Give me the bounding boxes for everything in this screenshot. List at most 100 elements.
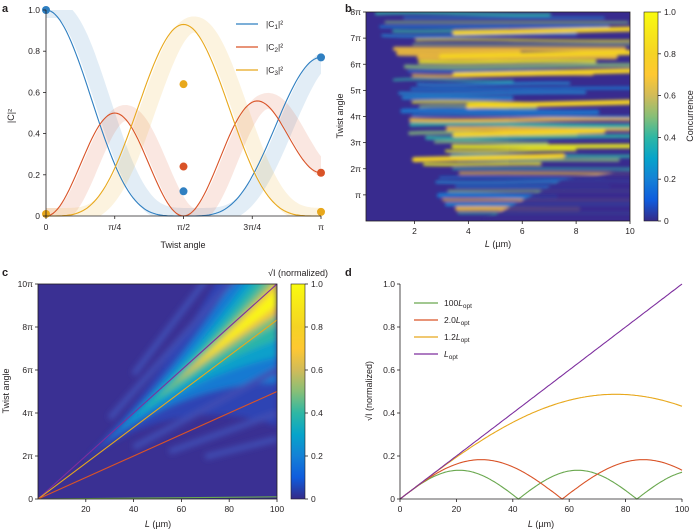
a-marker-c2 xyxy=(317,168,325,177)
d-ytick-label: 0 xyxy=(390,494,395,504)
a-marker-c3 xyxy=(317,207,325,216)
d-ytick-label: 0.4 xyxy=(383,408,395,418)
b-heatmap-bright-band xyxy=(452,68,630,78)
a-marker-c1 xyxy=(179,187,188,196)
b-heatmap-streak xyxy=(398,90,587,96)
d-ytick-label: 0.6 xyxy=(383,365,395,375)
c-colorbar-tick-label: 0.6 xyxy=(311,365,323,375)
b-heatmap-streak xyxy=(411,113,630,118)
d-legend-label-Lopt: Lopt xyxy=(444,349,458,361)
c-frame xyxy=(37,283,278,500)
b-xtick-label: 10 xyxy=(625,226,635,236)
a-xtick-label: 0 xyxy=(44,222,49,232)
a-xtick-label: π/2 xyxy=(177,222,190,232)
b-colorbar-tick-label: 0.8 xyxy=(664,49,676,59)
a-xtick-label: 3π/4 xyxy=(243,222,261,232)
b-heatmap-streak xyxy=(416,81,571,87)
b-heatmap-bright-band xyxy=(452,128,606,138)
b-heatmap-bright-band xyxy=(411,153,566,163)
b-heatmap-streak xyxy=(444,148,577,153)
b-heatmap-streak xyxy=(374,12,551,17)
c-heatmap-ripple xyxy=(204,435,277,460)
b-heatmap-streak xyxy=(410,86,630,91)
a-band-1 xyxy=(46,10,321,216)
d-xtick-label: 20 xyxy=(452,504,462,514)
b-ytick-label: 7π xyxy=(350,33,361,43)
b-heatmap-dark-region xyxy=(481,170,630,221)
b-ytick-label: 4π xyxy=(350,112,361,122)
a-marker-c2 xyxy=(179,162,188,171)
c-xtick-label: 20 xyxy=(81,504,91,514)
chart-b: 2 4 6 8 10 π 2π 3π 4π 5π 6π 7π 8π L (µm) Twist angle… xyxy=(335,7,695,249)
c-ylabel: Twist angle xyxy=(1,368,11,413)
c-heatmap-ripple xyxy=(131,284,207,377)
a-ytick-label: 0.2 xyxy=(28,170,40,180)
b-xtick-label: 4 xyxy=(466,226,471,236)
a-xtick-label: π xyxy=(318,222,324,232)
c-xtick-label: 40 xyxy=(129,504,139,514)
c-heatmap-ripple xyxy=(107,284,234,421)
b-heatmap-streak xyxy=(425,134,630,141)
b-xtick-label: 8 xyxy=(574,226,579,236)
c-overlay-line-1.2Lopt xyxy=(38,319,277,499)
a-ylabel: |C|² xyxy=(6,109,16,123)
c-overlay-line-2.0Lopt xyxy=(38,390,277,499)
b-colorbar-tick-label: 0 xyxy=(664,216,669,226)
b-ylabel: Twist angle xyxy=(335,93,345,138)
d-legend-label-1.2Lopt: 1.2Lopt xyxy=(444,332,470,344)
c-colorbar-tick-label: 0.4 xyxy=(311,408,323,418)
a-ytick-label: 0 xyxy=(35,211,40,221)
a-band-3 xyxy=(46,16,321,216)
c-colorbar-label: √I (normalized) xyxy=(268,268,328,278)
panel-label-d: d xyxy=(345,267,352,279)
c-ytick-label: 0 xyxy=(28,494,33,504)
d-line-2.0Lopt xyxy=(399,459,683,500)
c-ytick-label: 2π xyxy=(22,451,33,461)
c-colorbar-tick-label: 0.8 xyxy=(311,322,323,332)
d-ylabel: √I (normalized) xyxy=(364,361,374,421)
b-colorbar-tick-label: 0.2 xyxy=(664,174,676,184)
c-ytick-label: 6π xyxy=(22,365,33,375)
b-heatmap-streak xyxy=(434,140,549,145)
b-heatmap-bright-band xyxy=(438,49,630,59)
c-ytick-label: 4π xyxy=(22,408,33,418)
c-colorbar-tick-label: 0.2 xyxy=(311,451,323,461)
b-ytick-label: 5π xyxy=(350,85,361,95)
a-xtick-label: π/4 xyxy=(108,222,121,232)
chart-d: 0 20 40 60 80 100 0 0.2 0.4 0.6 0.8 1.0 L (µm) √I (… xyxy=(364,279,689,529)
b-heatmap-bright-band xyxy=(452,26,630,36)
c-overlay-line-Lopt xyxy=(38,284,277,499)
panel-label-c: c xyxy=(2,267,8,279)
b-ytick-label: 6π xyxy=(350,59,361,69)
d-xtick-label: 60 xyxy=(564,504,574,514)
d-xtick-label: 40 xyxy=(508,504,518,514)
d-xtick-label: 100 xyxy=(675,504,689,514)
a-marker-c3 xyxy=(179,80,188,89)
chart-a: 0 π/4 π/2 3π/4 π 0 0.2 0.4 0.6 0.8 1.0 Twist angle… xyxy=(6,5,325,250)
b-heatmap-streak xyxy=(451,143,630,150)
b-xtick-label: 6 xyxy=(520,226,525,236)
a-legend-label-c1: |C1|² xyxy=(266,19,283,31)
d-ytick-label: 0.2 xyxy=(383,451,395,461)
a-ytick-label: 0.4 xyxy=(28,129,40,139)
c-xtick-label: 100 xyxy=(270,504,284,514)
c-colorbar xyxy=(290,283,306,500)
chart-c: 20 40 60 80 100 0 2π 4π 6π 8π 10π L (µm) Twist ang… xyxy=(1,268,328,529)
a-line-c3 xyxy=(46,23,321,217)
a-marker-c1 xyxy=(317,53,325,62)
d-xlabel: L (µm) xyxy=(528,519,554,529)
c-heatmap-ripple xyxy=(132,367,277,451)
d-ytick-label: 0.8 xyxy=(383,322,395,332)
a-legend: |C1|² |C2|² |C3|² xyxy=(236,19,283,77)
b-heatmap-bright-band xyxy=(465,99,630,109)
d-xtick-label: 0 xyxy=(398,504,403,514)
b-ytick-label: 3π xyxy=(350,138,361,148)
a-ytick-label: 0.6 xyxy=(28,87,40,97)
b-heatmap-streak xyxy=(400,108,600,115)
b-heatmap-streak xyxy=(392,78,514,83)
b-ytick-label: 8π xyxy=(350,7,361,17)
b-xtick-label: 2 xyxy=(412,226,417,236)
d-xtick-label: 80 xyxy=(621,504,631,514)
b-heatmap-streak xyxy=(379,24,610,29)
b-heatmap-streak xyxy=(401,95,514,100)
